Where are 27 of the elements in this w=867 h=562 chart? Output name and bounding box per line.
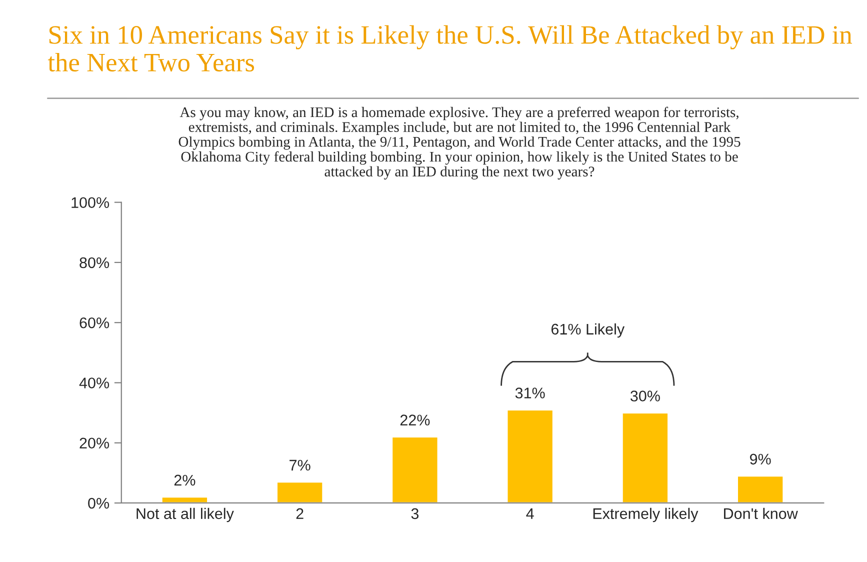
data-label: 7% xyxy=(290,460,310,471)
bar xyxy=(736,475,784,503)
y-tick-label: 100% xyxy=(72,197,110,208)
y-tick-label: 20% xyxy=(80,438,110,449)
bar xyxy=(391,436,439,503)
data-label: 9% xyxy=(750,454,771,465)
data-label: 2% xyxy=(174,474,196,486)
chart-subtitle: As you may know, an IED is a homemade explosive. They are a preferred weapon for terrorists, extremists, and criminals. Examples include, but are not limited to, the 1996 Centennial Park Olympics bombing in Atlanta, the 9/11, Pentagon, and World Trade Center attacks, and the 1995 Oklahoma City federal building bombing. In your opinion, how likely is the United States to be attacked by an IED during the next two years? xyxy=(178,106,740,180)
data-label: 30% xyxy=(630,390,660,402)
x-tick-label: 3 xyxy=(411,508,419,520)
y-tick-label: 40% xyxy=(79,378,110,388)
data-label: 22% xyxy=(400,414,430,426)
x-tick-label: Not at all likely xyxy=(136,508,234,522)
bar xyxy=(506,409,554,503)
y-tick-label: 0% xyxy=(88,498,110,509)
annotation: 61% Likely xyxy=(551,323,625,338)
bar xyxy=(621,412,669,503)
data-label: 31% xyxy=(515,388,545,398)
bar xyxy=(160,496,208,503)
x-tick-label: 2 xyxy=(296,508,304,519)
bar xyxy=(276,481,324,503)
x-tick-label: 4 xyxy=(526,508,534,519)
x-tick-label: Extremely likely xyxy=(593,508,698,522)
y-tick-label: 80% xyxy=(80,257,110,268)
x-tick-label: Don't know xyxy=(724,508,798,520)
chart-title: Six in 10 Americans Say it is Likely the U.S. Will Be Attacked by an IED in the Next Two Years xyxy=(48,25,852,72)
y-tick-label: 60% xyxy=(80,317,110,328)
